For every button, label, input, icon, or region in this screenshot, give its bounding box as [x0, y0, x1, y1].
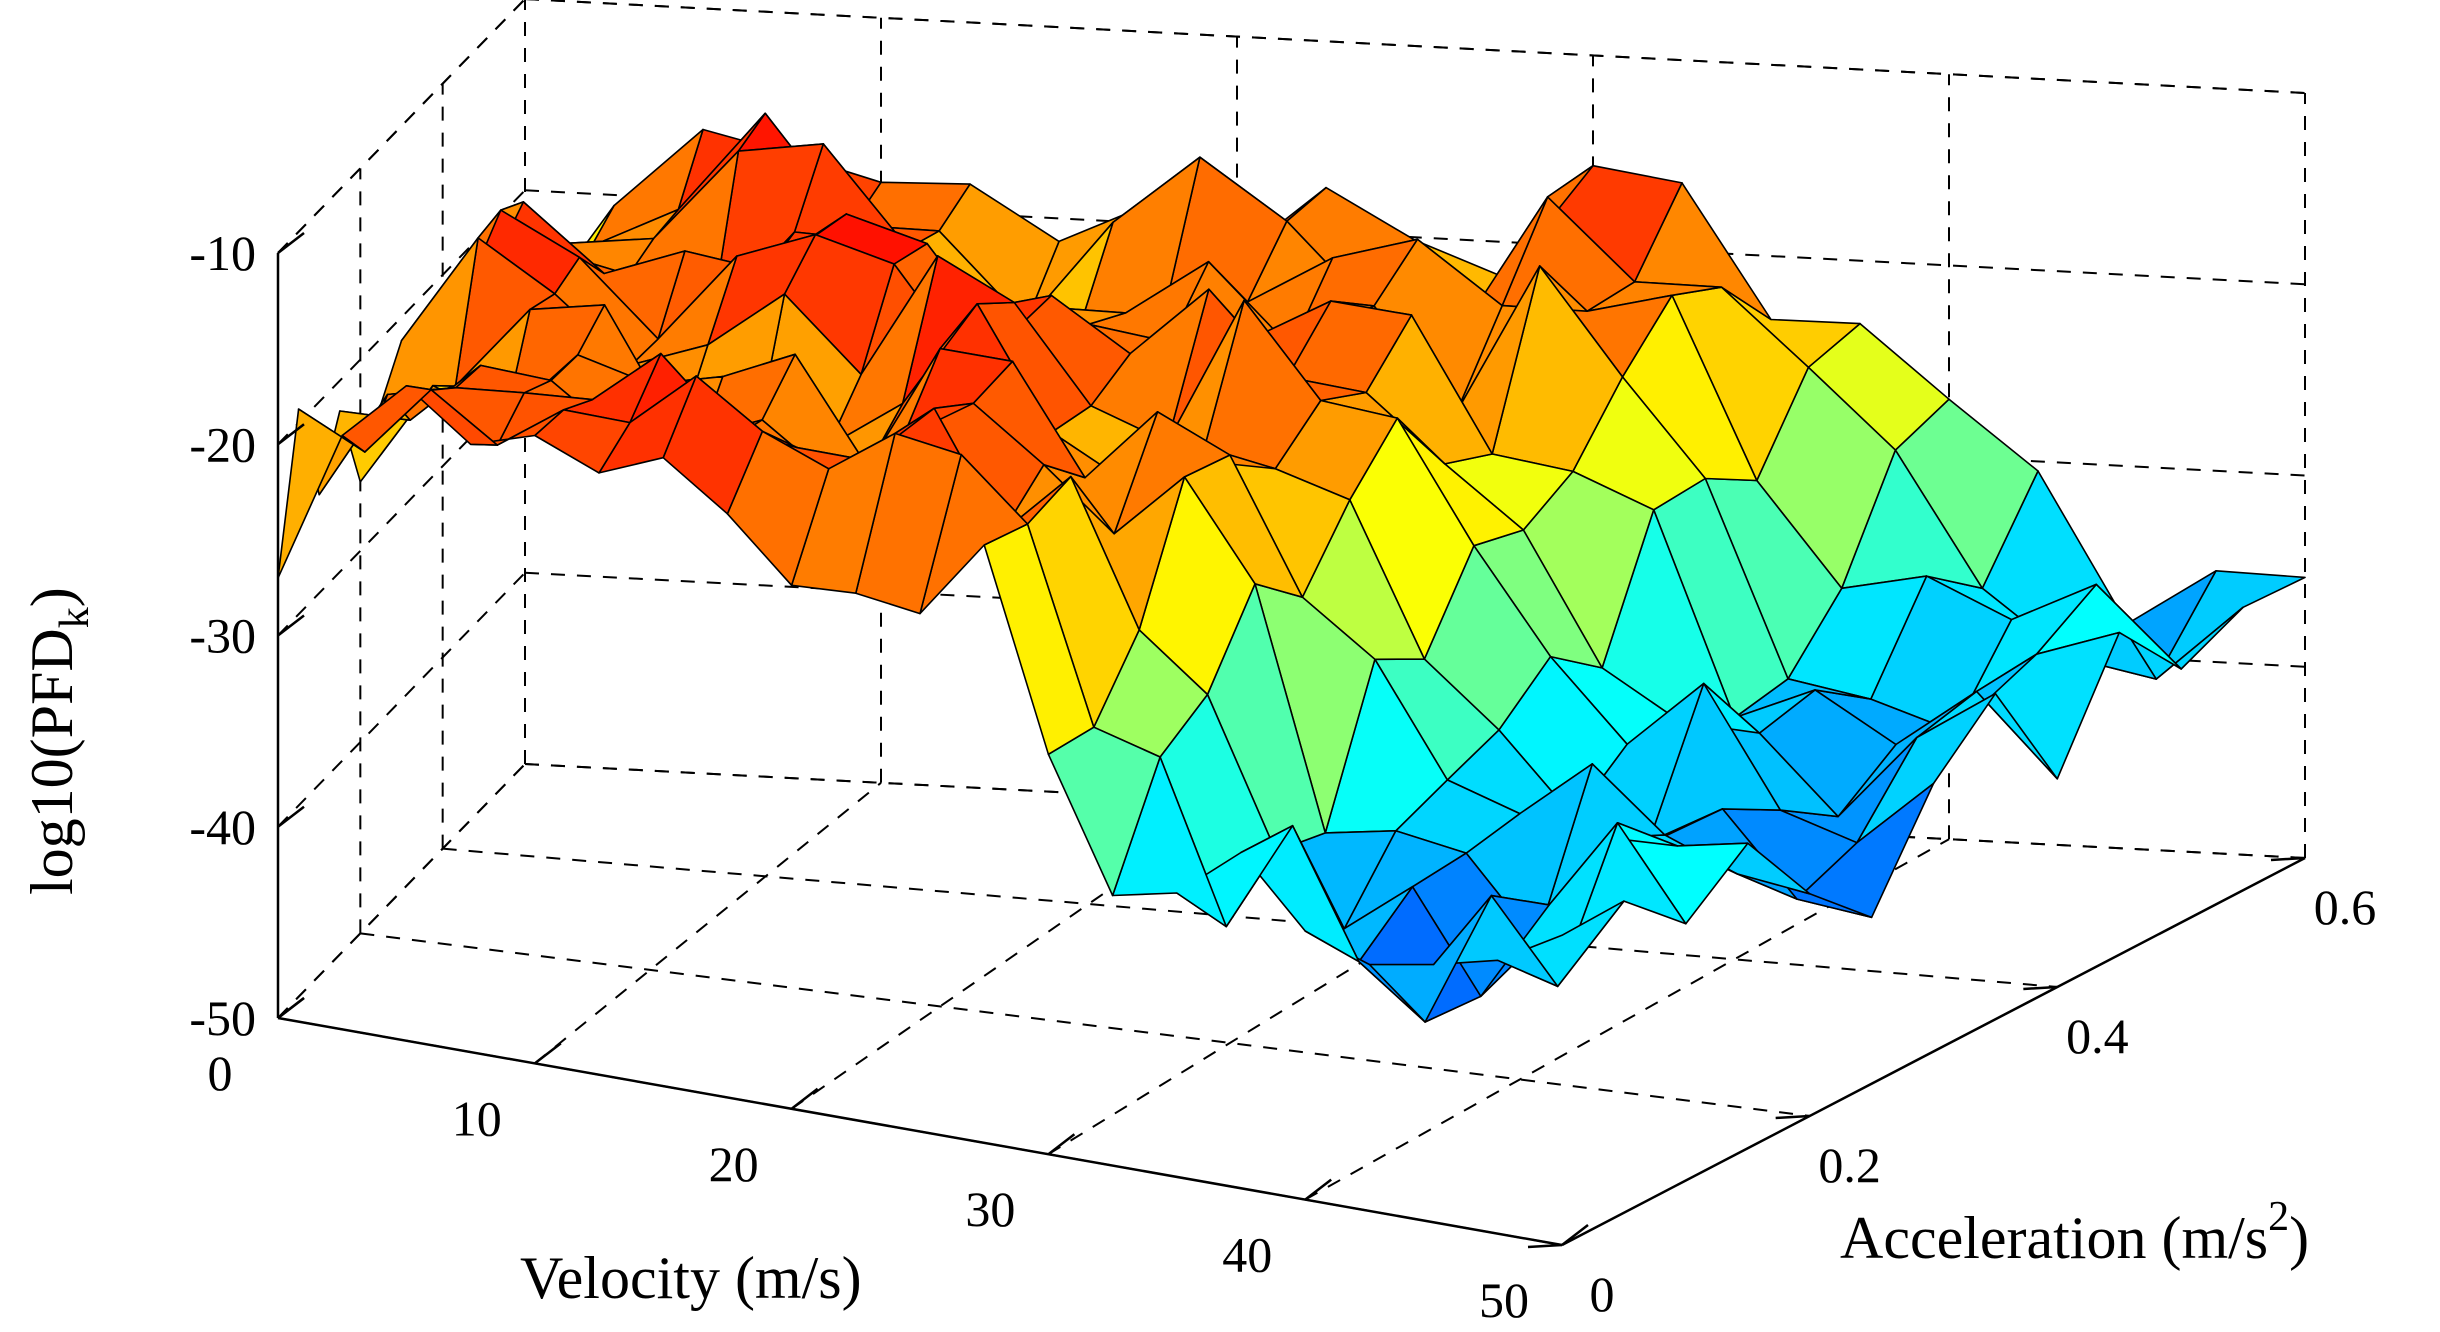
surface-facet [277, 408, 366, 579]
z-axis-label: log10(PFDk) [19, 587, 98, 895]
x-tick-label: 10 [452, 1090, 502, 1146]
z-axis-label-sub: k [52, 607, 98, 628]
grid-line-floor-v [277, 763, 526, 1019]
z-tick-mark [277, 232, 305, 254]
x-tick-mark [1304, 1178, 1332, 1201]
grid-line-floor-a [442, 847, 2058, 988]
y-tick-mark [2270, 856, 2306, 862]
z-tick-mark [277, 997, 305, 1019]
x-tick-label: 30 [965, 1181, 1015, 1237]
z-tick-label: -10 [189, 225, 256, 281]
y-tick-mark [1775, 1114, 1810, 1120]
z-tick-mark [277, 805, 305, 828]
grid-line-sidewall-z [277, 572, 526, 828]
x-tick-mark [790, 1087, 819, 1110]
x-tick-mark [1561, 1224, 1589, 1246]
y-tick-mark [2023, 985, 2058, 991]
x-tick-label: 50 [1479, 1272, 1529, 1328]
grid-line-floor-v [534, 782, 882, 1065]
grid-line-floor-a [360, 932, 1810, 1117]
grid-line-floor-v [1304, 838, 1950, 1201]
z-tick-label: -40 [189, 799, 256, 855]
x-tick-label: 40 [1222, 1227, 1272, 1283]
y-axis-label: Acceleration (m/s2) [1840, 1194, 2309, 1271]
y-axis-line [1561, 856, 2306, 1247]
z-tick-label: -30 [189, 608, 256, 664]
z-axis-label-main: log10(PFD [19, 628, 85, 895]
y-tick-label: 0.4 [2066, 1008, 2129, 1064]
y-axis-label-main: Acceleration (m/s [1840, 1205, 2268, 1271]
x-axis-label: Velocity (m/s) [520, 1245, 862, 1311]
tick-layer: 0 10 20 30 40 50 0 0.2 0.4 0.6 -50 -40 -30 -20 -10 [189, 225, 2376, 1328]
z-tick-mark [277, 423, 305, 446]
y-tick-label: 0.6 [2314, 879, 2377, 935]
x-axis-line [277, 1016, 1563, 1247]
y-axis-label-sup: 2 [2268, 1194, 2289, 1240]
grid-line-top-edge [277, 0, 526, 254]
z-tick-label: -50 [189, 990, 256, 1046]
grid-line-top-edge [524, 0, 2306, 94]
y-tick-mark [1527, 1243, 1563, 1249]
x-tick-mark [1047, 1133, 1076, 1156]
surface-layer [277, 112, 2306, 1023]
x-tick-label: 0 [208, 1045, 233, 1101]
z-tick-label: -20 [189, 416, 256, 472]
z-axis-label-close: ) [19, 587, 85, 607]
x-tick-mark [534, 1042, 562, 1065]
z-tick-mark [277, 614, 305, 637]
y-axis-label-close: ) [2289, 1205, 2309, 1271]
x-tick-label: 20 [709, 1136, 759, 1192]
y-tick-label: 0 [1590, 1266, 1615, 1322]
y-tick-label: 0.2 [1818, 1137, 1881, 1193]
